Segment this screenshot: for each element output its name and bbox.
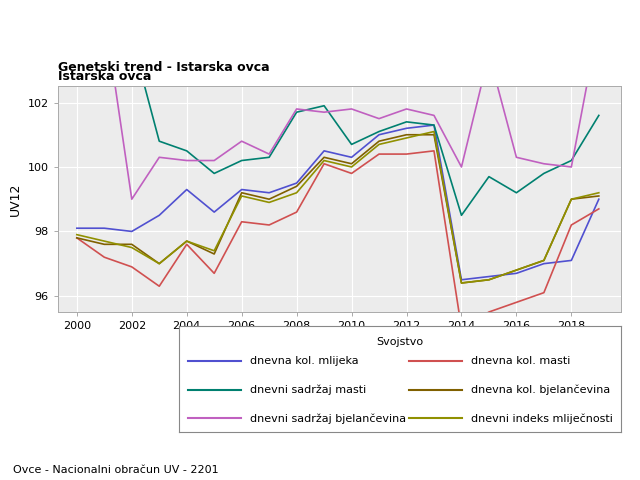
- Text: dnevna kol. mlijeka: dnevna kol. mlijeka: [250, 356, 358, 366]
- Text: dnevna kol. masti: dnevna kol. masti: [470, 356, 570, 366]
- Y-axis label: UV12: UV12: [9, 182, 22, 216]
- Text: dnevni sadržaj masti: dnevni sadržaj masti: [250, 384, 366, 395]
- Text: dnevni sadržaj bjelančevina: dnevni sadržaj bjelančevina: [250, 413, 406, 423]
- Text: dnevna kol. bjelančevina: dnevna kol. bjelančevina: [470, 384, 610, 395]
- Text: Istarska ovca: Istarska ovca: [58, 70, 151, 83]
- Text: Svojstvo: Svojstvo: [376, 337, 424, 347]
- Text: Genetski trend - Istarska ovca: Genetski trend - Istarska ovca: [58, 61, 269, 74]
- Text: Ovce - Nacionalni obračun UV - 2201: Ovce - Nacionalni obračun UV - 2201: [13, 465, 218, 475]
- Text: dnevni indeks mliječnosti: dnevni indeks mliječnosti: [470, 413, 612, 423]
- X-axis label: Godina rođenja: Godina rođenja: [291, 336, 387, 349]
